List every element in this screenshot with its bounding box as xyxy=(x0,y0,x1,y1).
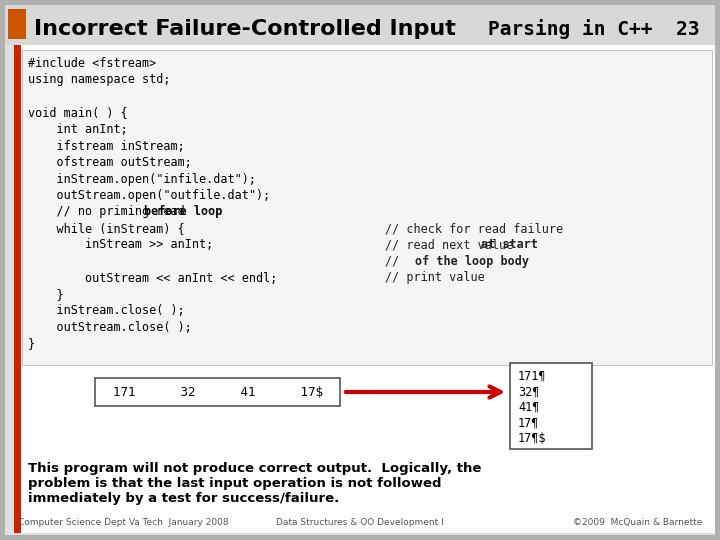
Text: This program will not produce correct output.  Logically, the
problem is that th: This program will not produce correct ou… xyxy=(28,462,482,505)
Text: #include <fstream>: #include <fstream> xyxy=(28,57,156,70)
Text: 32¶: 32¶ xyxy=(518,386,539,399)
Text: }: } xyxy=(28,288,63,301)
Text: 17¶: 17¶ xyxy=(518,416,539,429)
Text: inStream.open("infile.dat");: inStream.open("infile.dat"); xyxy=(28,172,256,186)
Text: // read next value: // read next value xyxy=(385,239,521,252)
Bar xyxy=(510,363,592,449)
Text: while (inStream) {: while (inStream) { xyxy=(28,222,185,235)
Text: 171¶: 171¶ xyxy=(518,370,546,383)
Text: //: // xyxy=(385,255,428,268)
Text: ofstream outStream;: ofstream outStream; xyxy=(28,156,192,169)
Text: Data Structures & OO Development I: Data Structures & OO Development I xyxy=(276,518,444,527)
Bar xyxy=(95,378,340,406)
Text: 17¶$: 17¶$ xyxy=(518,432,546,445)
Text: // check for read failure: // check for read failure xyxy=(385,222,563,235)
Text: 171      32      41      17$: 171 32 41 17$ xyxy=(113,386,323,399)
Text: Computer Science Dept Va Tech  January 2008: Computer Science Dept Va Tech January 20… xyxy=(18,518,229,527)
Text: inStream >> anInt;: inStream >> anInt; xyxy=(28,239,213,252)
Text: at start: at start xyxy=(481,239,538,252)
Text: void main( ) {: void main( ) { xyxy=(28,106,127,119)
Text: outStream.open("outfile.dat");: outStream.open("outfile.dat"); xyxy=(28,189,270,202)
Text: // print value: // print value xyxy=(385,272,485,285)
Text: Incorrect Failure-Controlled Input: Incorrect Failure-Controlled Input xyxy=(34,19,456,39)
Text: Parsing in C++  23: Parsing in C++ 23 xyxy=(488,19,700,39)
Text: ©2009  McQuain & Barnette: ©2009 McQuain & Barnette xyxy=(572,518,702,527)
Text: int anInt;: int anInt; xyxy=(28,123,127,136)
Text: outStream << anInt << endl;: outStream << anInt << endl; xyxy=(28,272,277,285)
Text: outStream.close( );: outStream.close( ); xyxy=(28,321,192,334)
Text: }: } xyxy=(28,338,35,350)
Text: 41¶: 41¶ xyxy=(518,401,539,414)
Bar xyxy=(5,5,715,45)
Bar xyxy=(8,9,26,39)
Text: ifstream inStream;: ifstream inStream; xyxy=(28,139,185,152)
Text: // no priming read: // no priming read xyxy=(28,206,192,219)
FancyArrowPatch shape xyxy=(346,387,500,397)
Text: of the loop body: of the loop body xyxy=(415,255,529,268)
Text: inStream.close( );: inStream.close( ); xyxy=(28,305,185,318)
Text: using namespace std;: using namespace std; xyxy=(28,73,171,86)
Text: before loop: before loop xyxy=(144,206,222,219)
Bar xyxy=(14,45,21,533)
Bar xyxy=(22,50,712,365)
